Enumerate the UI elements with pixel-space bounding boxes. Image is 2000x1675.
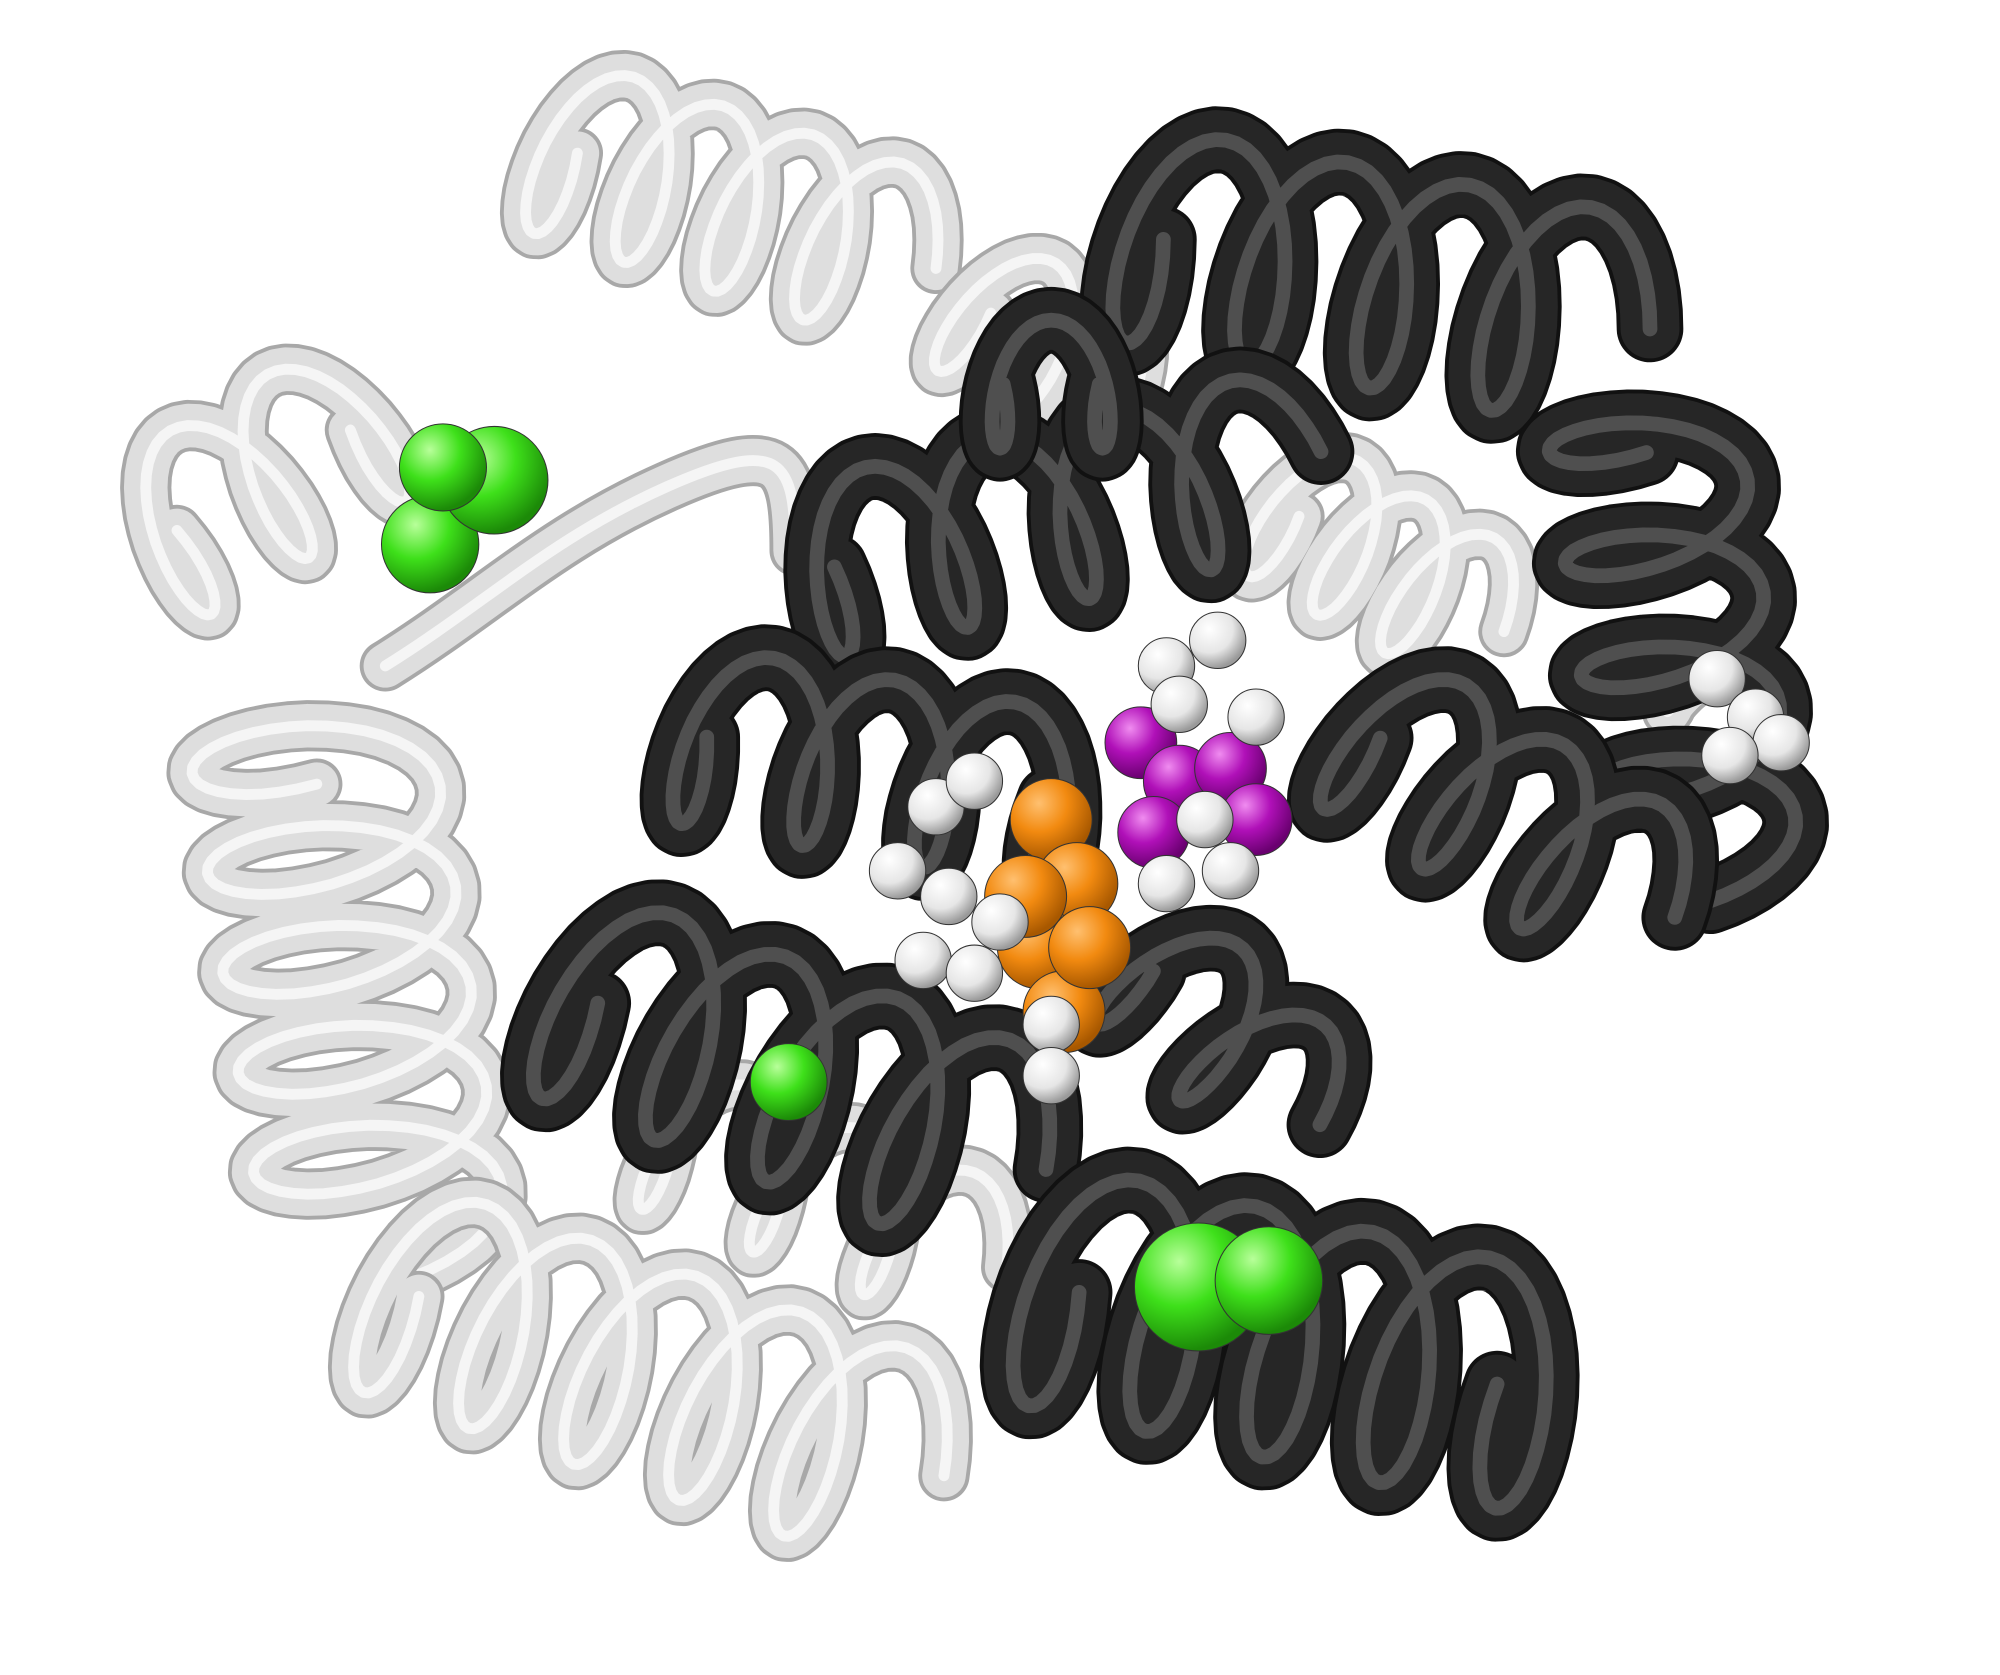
tube-highlight [140,363,416,621]
atom [749,1043,828,1122]
tube-highlight [809,372,1329,664]
atom [945,944,1004,1002]
tube-highlight [1238,451,1519,660]
atom [920,867,978,926]
atom [1022,995,1080,1054]
tube [123,347,432,637]
atom [1701,726,1759,785]
tube-highlight [1105,132,1658,418]
tube [643,628,1099,919]
tube-highlight [665,650,1077,897]
tube-highlight [186,720,508,1289]
atom [1117,796,1191,869]
atom [1150,675,1208,734]
atom [1214,1226,1324,1335]
atom [945,752,1004,810]
atom [971,893,1029,951]
atom [1048,906,1132,990]
tube-highlight [1312,672,1694,937]
atom [1189,611,1247,669]
atom [894,931,952,990]
tube-highlight [520,70,944,326]
atom [1752,714,1810,772]
atom [398,423,487,512]
atom [1137,854,1196,913]
atom [1201,842,1260,900]
tube-highlight [1005,1172,1554,1516]
atom [1176,790,1234,849]
ligand-atoms [380,423,1810,1352]
atom [1688,650,1746,708]
atom [1022,1047,1080,1105]
tube-highlight [348,1196,953,1542]
dark-chain [500,106,1829,1542]
atom [868,842,927,900]
tube-highlight [379,455,801,672]
tube-highlight [984,312,1118,456]
atom [1227,688,1285,746]
